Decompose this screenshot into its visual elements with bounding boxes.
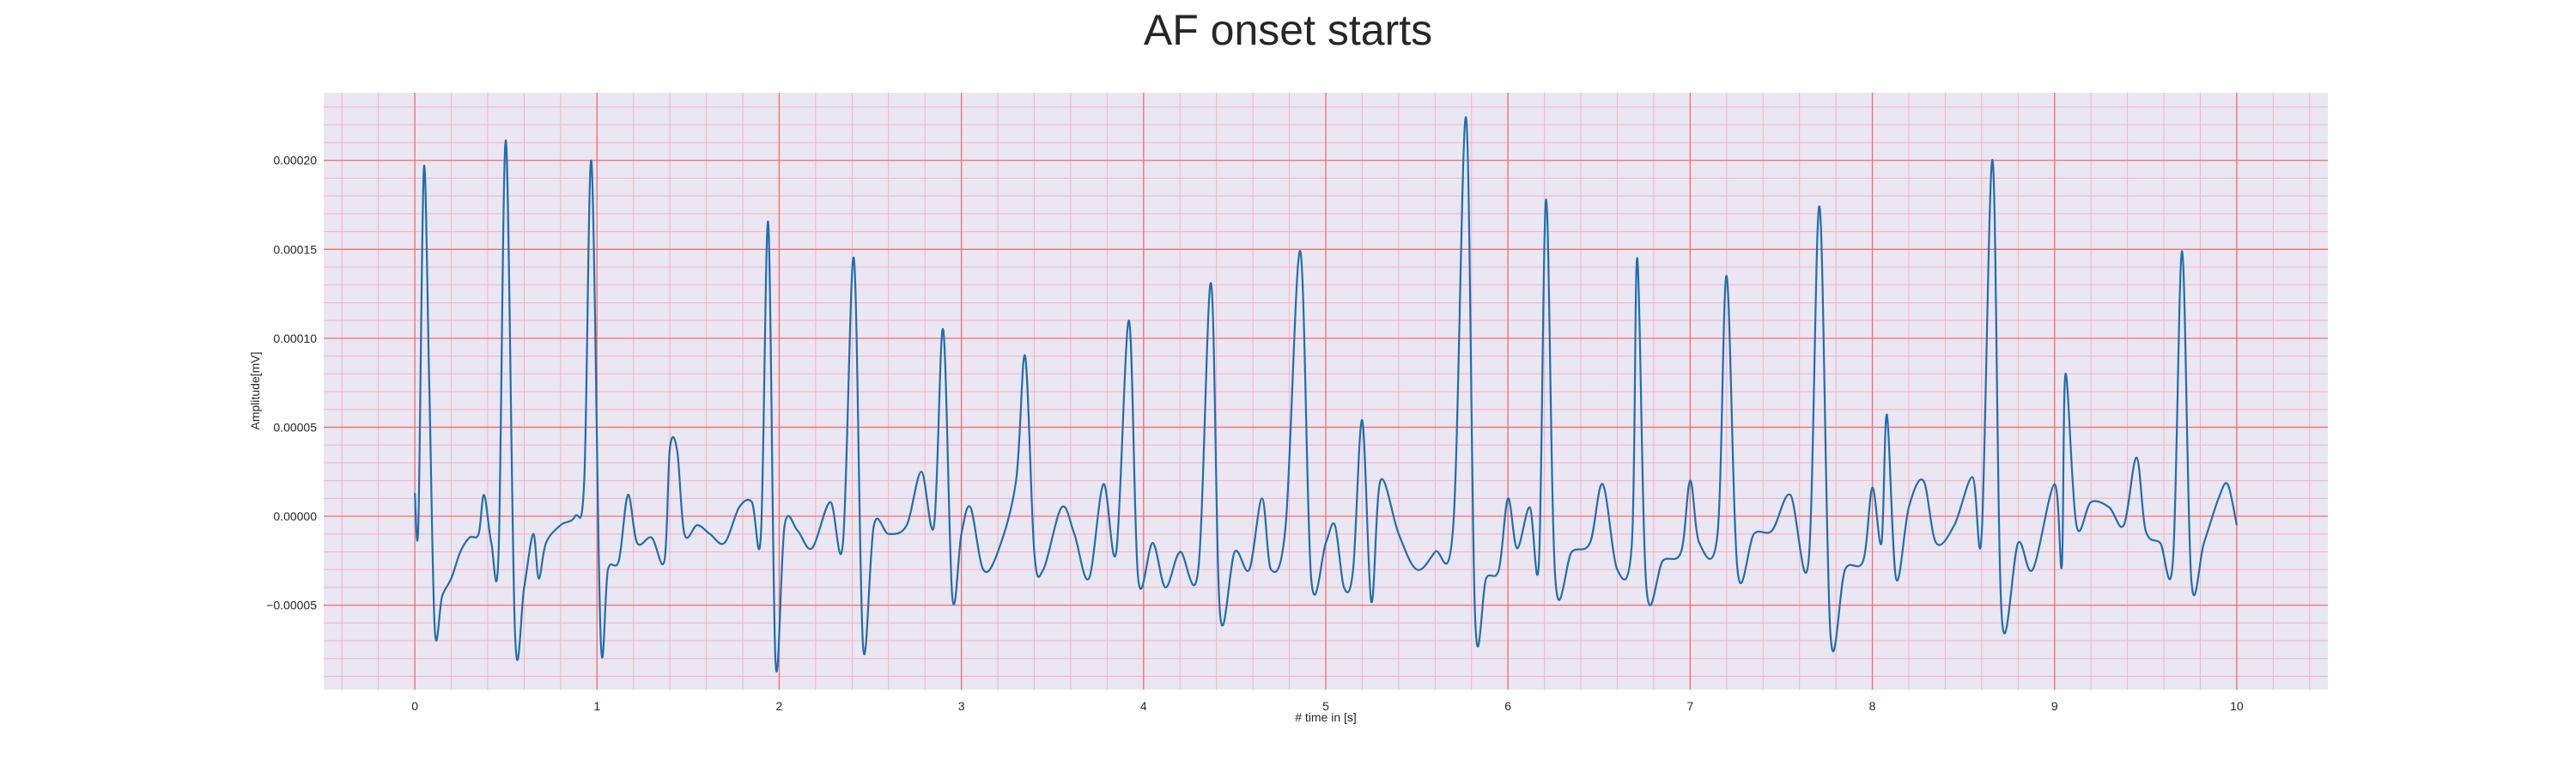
x-tick-label: 9: [2051, 699, 2058, 713]
y-tick-label: 0.00010: [273, 332, 317, 345]
x-tick-label: 3: [958, 699, 965, 713]
y-axis-label: Amplitude[mV]: [248, 351, 262, 429]
x-tick-label: 6: [1504, 699, 1511, 713]
x-tick-label: 1: [593, 699, 600, 713]
y-tick-label: 0.00020: [273, 154, 317, 167]
y-tick-label: 0.00000: [273, 509, 317, 523]
y-tick-label: 0.00015: [273, 242, 317, 256]
x-tick-label: 4: [1140, 699, 1147, 713]
x-tick-label: 2: [776, 699, 783, 713]
x-tick-labels: 0 1 2 3 4 5 6 7 8 9 10: [411, 699, 2244, 713]
x-tick-label: 10: [2230, 699, 2244, 713]
x-tick-label: 5: [1322, 699, 1329, 713]
x-tick-label: 7: [1686, 699, 1693, 713]
x-axis-label: # time in [s]: [1295, 710, 1357, 724]
y-tick-label: 0.00005: [273, 420, 317, 434]
chart-title: AF onset starts: [1143, 6, 1433, 54]
y-tick-label: −0.00005: [266, 599, 317, 612]
x-tick-label: 8: [1869, 699, 1876, 713]
series-line: [414, 116, 2238, 673]
major-grid: [324, 93, 2328, 690]
x-tick-label: 0: [411, 699, 418, 713]
y-tick-labels: −0.00005 0.00000 0.00005 0.00010 0.00015 0.00…: [266, 154, 317, 612]
